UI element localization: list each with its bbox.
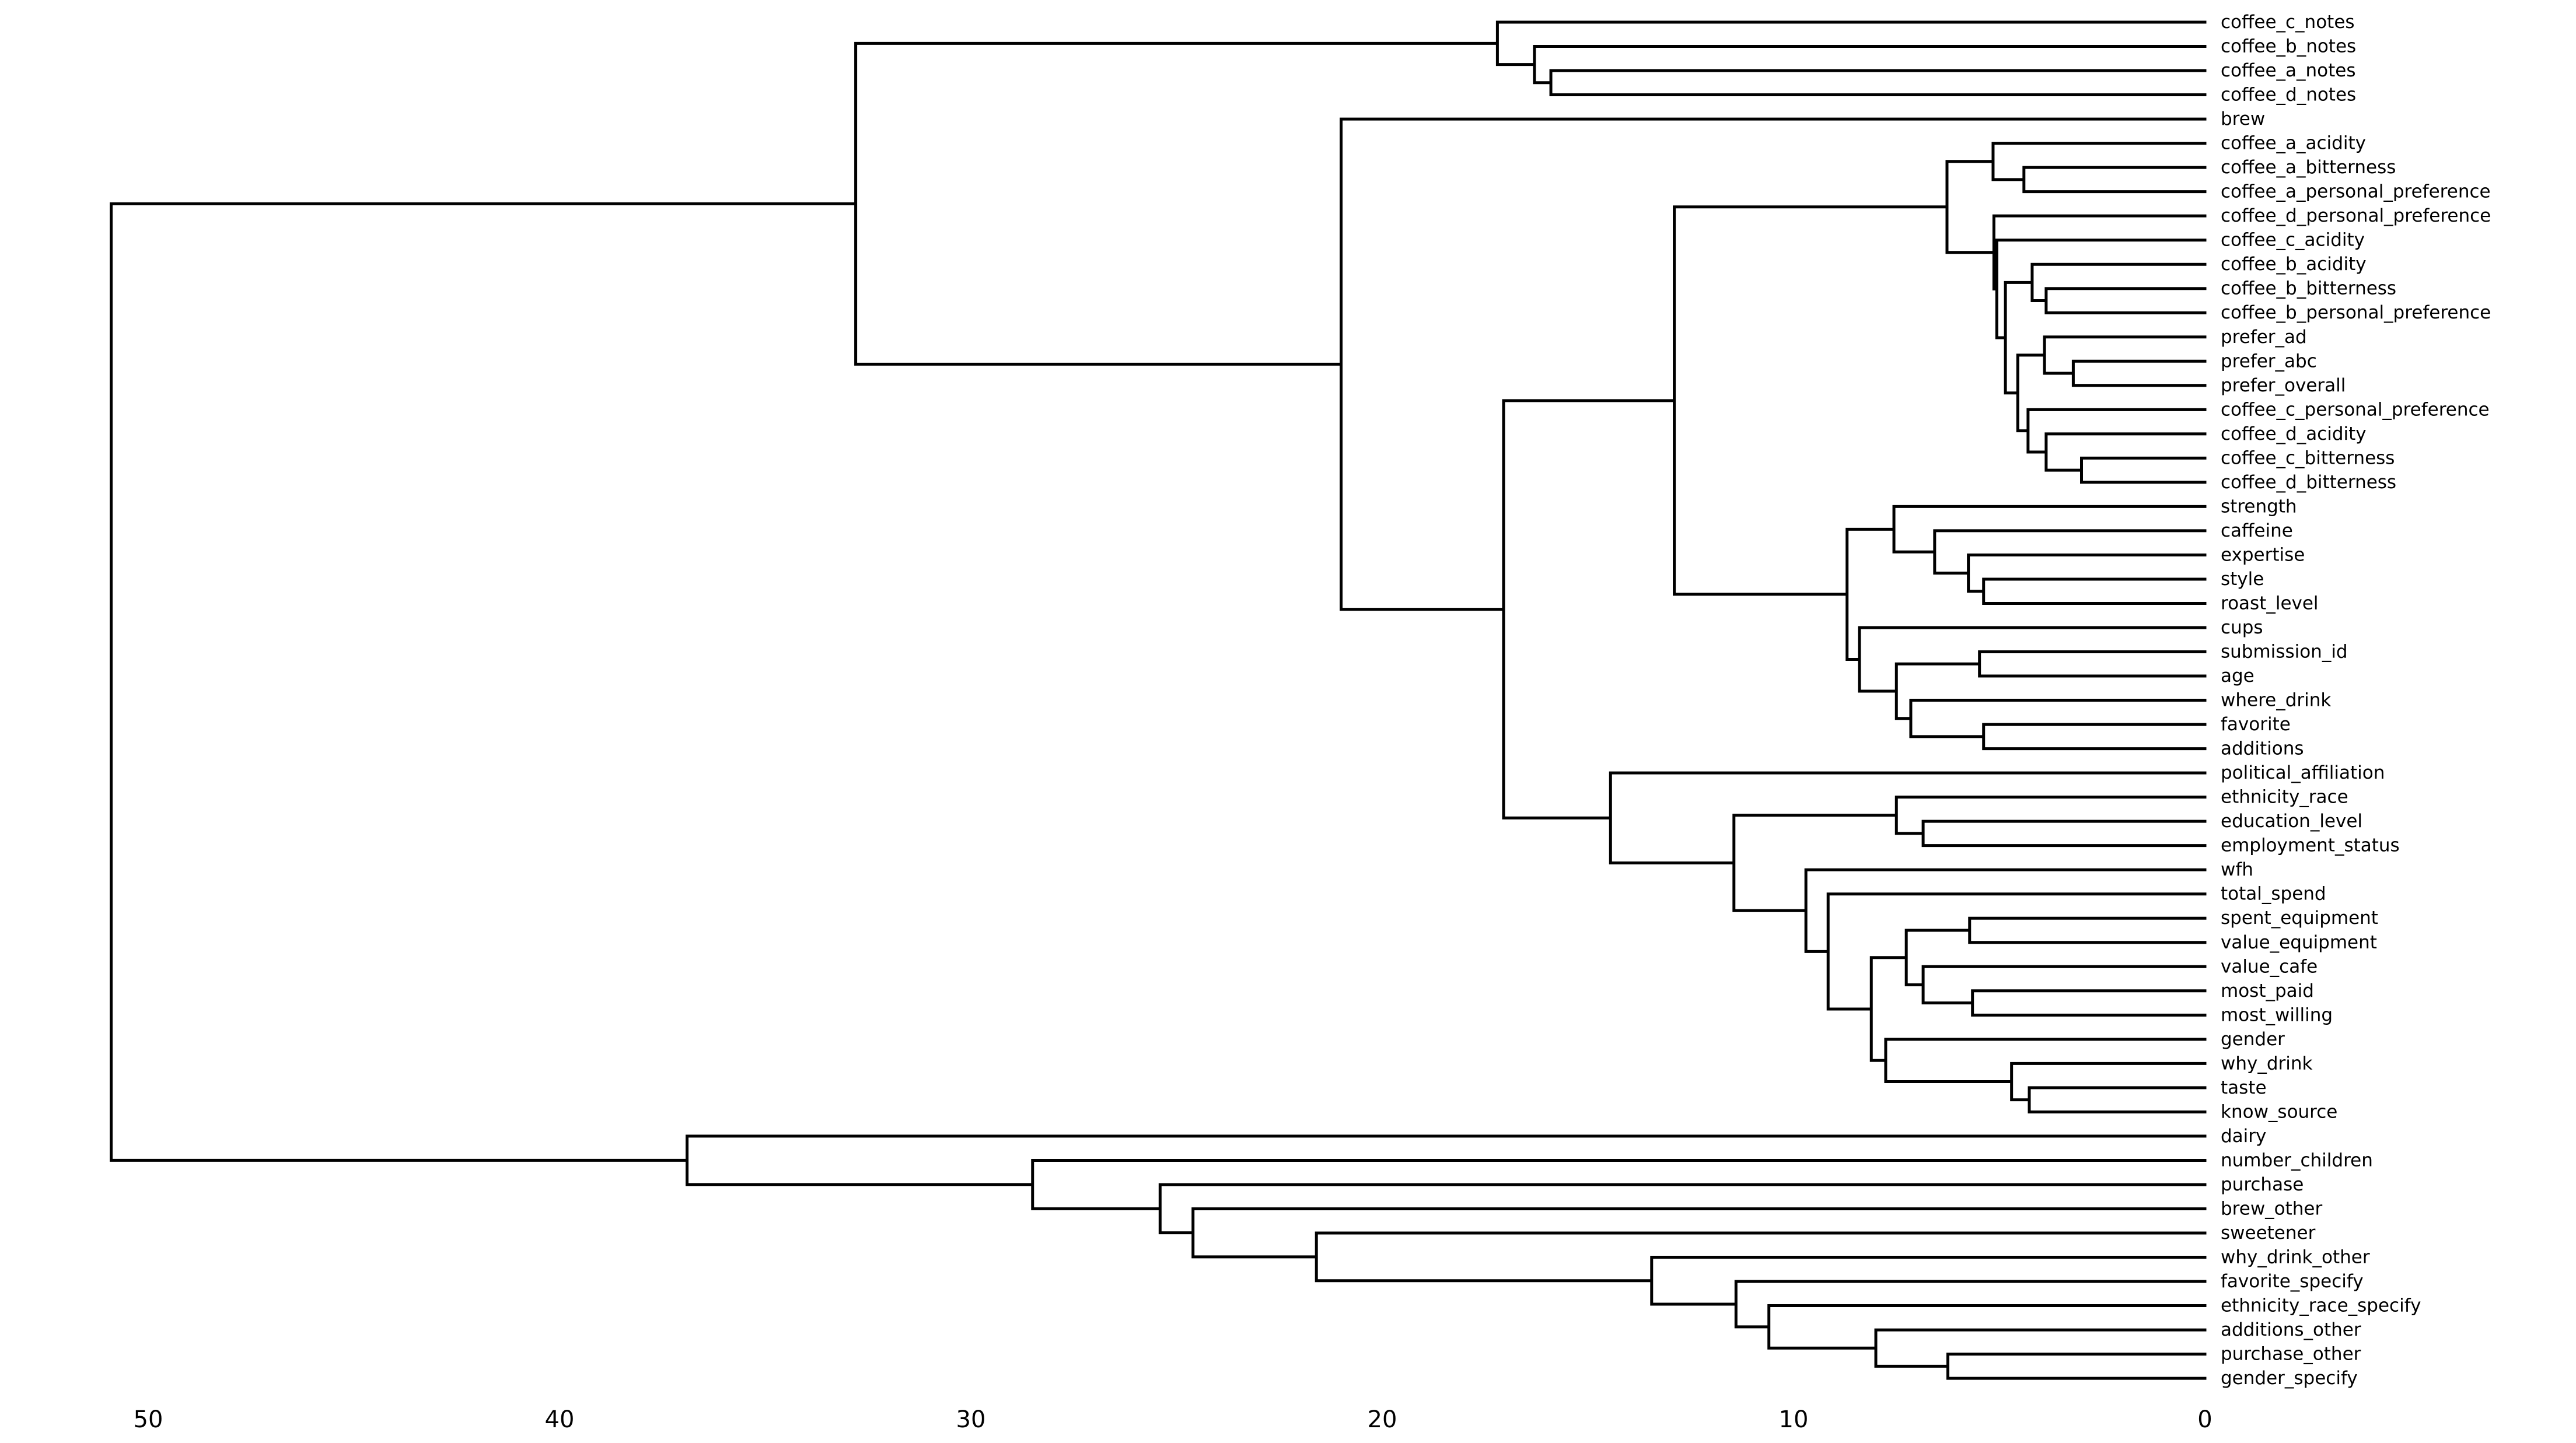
leaf-label-purchase_other: purchase_other: [2221, 1344, 2361, 1365]
leaf-label-total_spend: total_spend: [2221, 884, 2326, 905]
leaf-label-brew: brew: [2221, 108, 2265, 129]
leaf-label-ethnicity_race: ethnicity_race: [2221, 787, 2348, 808]
x-tick-label-10: 10: [1779, 1406, 1809, 1433]
leaf-label-roast_level: roast_level: [2221, 593, 2319, 614]
leaf-label-strength: strength: [2221, 496, 2297, 517]
leaf-label-employment_status: employment_status: [2221, 835, 2400, 856]
leaf-label-submission_id: submission_id: [2221, 642, 2348, 663]
leaf-label-favorite: favorite: [2221, 714, 2291, 735]
x-tick-label-50: 50: [134, 1406, 163, 1433]
leaf-label-sweetener: sweetener: [2221, 1223, 2316, 1244]
leaf-label-most_paid: most_paid: [2221, 980, 2314, 1001]
leaf-label-why_drink_other: why_drink_other: [2221, 1247, 2370, 1268]
leaf-label-gender: gender: [2221, 1029, 2285, 1050]
leaf-label-expertise: expertise: [2221, 544, 2305, 565]
leaf-label-education_level: education_level: [2221, 811, 2362, 832]
leaf-label-wfh: wfh: [2221, 859, 2253, 880]
leaf-label-where_drink: where_drink: [2221, 690, 2331, 711]
leaf-label-coffee_a_acidity: coffee_a_acidity: [2221, 133, 2366, 154]
leaf-label-coffee_d_personal_preference: coffee_d_personal_preference: [2221, 205, 2491, 226]
leaf-label-favorite_specify: favorite_specify: [2221, 1271, 2364, 1292]
leaf-label-coffee_b_acidity: coffee_b_acidity: [2221, 254, 2367, 275]
leaf-label-why_drink: why_drink: [2221, 1053, 2313, 1074]
leaf-label-purchase: purchase: [2221, 1174, 2304, 1195]
leaf-label-coffee_d_notes: coffee_d_notes: [2221, 85, 2356, 106]
leaf-label-coffee_d_acidity: coffee_d_acidity: [2221, 423, 2367, 444]
leaf-label-dairy: dairy: [2221, 1126, 2266, 1147]
leaf-label-value_cafe: value_cafe: [2221, 956, 2318, 977]
leaf-label-coffee_a_bitterness: coffee_a_bitterness: [2221, 157, 2396, 178]
leaf-label-most_willing: most_willing: [2221, 1004, 2333, 1025]
dendrogram-link-path: [110, 20, 2207, 1380]
x-tick-label-20: 20: [1368, 1406, 1397, 1433]
leaf-labels: coffee_c_notes coffee_b_notes coffee_a_not…: [2221, 12, 2491, 1389]
leaf-label-additions: additions: [2221, 738, 2304, 759]
leaf-label-taste: taste: [2221, 1077, 2267, 1098]
leaf-label-coffee_c_bitterness: coffee_c_bitterness: [2221, 447, 2395, 468]
leaf-label-prefer_overall: prefer_overall: [2221, 375, 2346, 396]
leaf-label-number_children: number_children: [2221, 1150, 2373, 1171]
leaf-label-additions_other: additions_other: [2221, 1319, 2361, 1340]
leaf-label-value_equipment: value_equipment: [2221, 932, 2377, 953]
x-axis-tick-labels: 50 40 30 20 10 0: [134, 1406, 2213, 1433]
x-tick-label-40: 40: [545, 1406, 575, 1433]
leaf-label-coffee_a_notes: coffee_a_notes: [2221, 60, 2356, 81]
leaf-label-coffee_c_acidity: coffee_c_acidity: [2221, 230, 2365, 251]
leaf-label-style: style: [2221, 569, 2264, 590]
leaf-label-caffeine: caffeine: [2221, 520, 2293, 541]
leaf-label-coffee_c_notes: coffee_c_notes: [2221, 12, 2355, 33]
leaf-label-ethnicity_race_specify: ethnicity_race_specify: [2221, 1295, 2421, 1316]
dendrogram-links: [110, 20, 2207, 1380]
x-tick-label-30: 30: [956, 1406, 986, 1433]
x-tick-label-0: 0: [2197, 1406, 2212, 1433]
leaf-label-political_affiliation: political_affiliation: [2221, 762, 2385, 783]
leaf-label-prefer_ad: prefer_ad: [2221, 327, 2307, 348]
leaf-label-coffee_c_personal_preference: coffee_c_personal_preference: [2221, 399, 2490, 420]
leaf-label-coffee_d_bitterness: coffee_d_bitterness: [2221, 472, 2396, 493]
leaf-label-spent_equipment: spent_equipment: [2221, 908, 2378, 929]
leaf-label-cups: cups: [2221, 617, 2263, 638]
leaf-label-gender_specify: gender_specify: [2221, 1368, 2358, 1389]
leaf-label-coffee_b_notes: coffee_b_notes: [2221, 36, 2356, 57]
leaf-label-prefer_abc: prefer_abc: [2221, 351, 2317, 372]
leaf-label-know_source: know_source: [2221, 1101, 2337, 1122]
leaf-label-coffee_b_bitterness: coffee_b_bitterness: [2221, 278, 2396, 299]
leaf-label-brew_other: brew_other: [2221, 1198, 2323, 1219]
leaf-label-coffee_a_personal_preference: coffee_a_personal_preference: [2221, 181, 2491, 202]
leaf-label-age: age: [2221, 666, 2255, 687]
leaf-label-coffee_b_personal_preference: coffee_b_personal_preference: [2221, 302, 2491, 323]
